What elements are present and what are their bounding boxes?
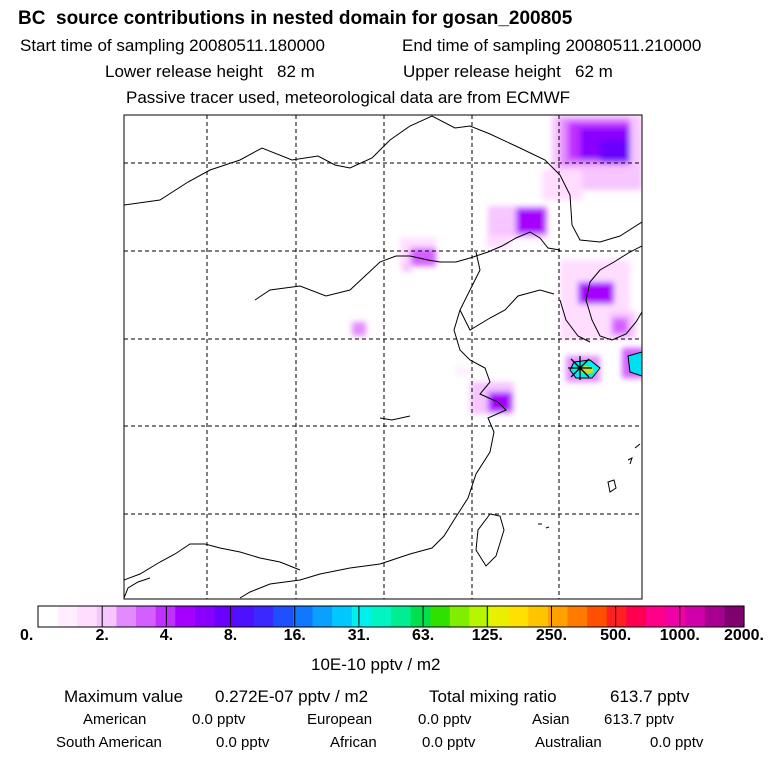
total-mixing-ratio-value: 613.7 pptv (610, 687, 690, 706)
colorbar-swatch (234, 606, 255, 627)
colorbar-tick-label: 250. (535, 627, 568, 644)
maximum-value-label: Maximum value (64, 687, 184, 706)
colorbar-tick-label: 500. (600, 627, 632, 644)
colorbar-swatch (155, 606, 176, 627)
colorbar-swatch (214, 606, 235, 627)
colorbar (38, 606, 745, 627)
colorbar-swatch (449, 606, 471, 627)
colorbar-swatch (351, 606, 372, 627)
colorbar-swatch (508, 606, 529, 627)
colorbar-swatch (371, 606, 392, 627)
colorbar-swatch (645, 606, 667, 627)
lower-release-height-label: Lower release height 82 m (105, 62, 315, 81)
colorbar-swatch (116, 606, 137, 627)
region-value-european: 0.0 pptv (418, 711, 472, 728)
colorbar-swatch (253, 606, 274, 627)
colorbar-tick-label: 31. (347, 627, 371, 644)
colorbar-swatch (332, 606, 353, 627)
colorbar-swatch (391, 606, 412, 627)
colorbar-tick-label: 125. (471, 627, 503, 644)
colorbar-swatch (489, 606, 510, 627)
region-value-african: 0.0 pptv (422, 734, 476, 751)
region-name-american: American (83, 711, 147, 728)
colorbar-tick-label: 16. (283, 627, 306, 644)
colorbar-tick-label: 0. (20, 627, 34, 644)
passive-tracer-label: Passive tracer used, meteorological data… (126, 88, 571, 107)
region-name-australian: Australian (535, 734, 602, 751)
colorbar-tick-label: 2. (95, 627, 109, 644)
upper-release-height-label: Upper release height 62 m (403, 62, 613, 81)
colorbar-swatch (175, 606, 196, 627)
start-time-label: Start time of sampling 20080511.180000 (20, 36, 325, 55)
colorbar-swatch (685, 606, 706, 627)
colorbar-swatch (38, 606, 59, 627)
region-value-australian: 0.0 pptv (650, 734, 704, 751)
end-time-label: End time of sampling 20080511.210000 (402, 36, 702, 55)
colorbar-swatch (528, 606, 549, 627)
colorbar-swatch (410, 606, 431, 627)
region-value-asian: 613.7 pptv (604, 711, 675, 728)
colorbar-swatch (665, 606, 686, 627)
colorbar-tick-label: 4. (159, 627, 174, 644)
plume-northeast (542, 115, 642, 200)
colorbar-swatch (96, 606, 118, 627)
lat-lon-grid (124, 115, 642, 599)
plume-shanghai (456, 366, 514, 414)
colorbar-swatch (547, 606, 569, 627)
colorbar-swatch (77, 606, 98, 627)
colorbar-swatch (57, 606, 78, 627)
region-name-south-american: South American (56, 734, 162, 751)
colorbar-tick-label: 2000. (723, 627, 764, 644)
concentration-field (352, 115, 642, 414)
colorbar-swatch (626, 606, 647, 627)
colorbar-swatch (587, 606, 608, 627)
plume-interior (352, 238, 436, 336)
colorbar-tick-label: 63. (411, 627, 435, 644)
colorbar-swatch (469, 606, 490, 627)
colorbar-swatch (292, 606, 314, 627)
colorbar-swatch (312, 606, 333, 627)
region-value-american: 0.0 pptv (192, 711, 246, 728)
colorbar-swatch (136, 606, 157, 627)
plot-frame (123, 114, 643, 600)
colorbar-unit-label: 10E-10 pptv / m2 (311, 655, 441, 674)
colorbar-swatch (704, 606, 725, 627)
colorbar-swatch (273, 606, 294, 627)
colorbar-frame (37, 605, 745, 628)
region-name-asian: Asian (532, 711, 570, 728)
colorbar-swatch (430, 606, 451, 627)
plume-korea (560, 260, 636, 340)
colorbar-swatch (724, 606, 745, 627)
maximum-value: 0.272E-07 pptv / m2 (215, 687, 369, 706)
region-value-south-american: 0.0 pptv (216, 734, 270, 751)
east-edge-cell (622, 348, 642, 378)
colorbar-tick-label: 1000. (659, 627, 700, 644)
colorbar-swatch (194, 606, 216, 627)
plume-bohai (486, 206, 548, 248)
region-name-african: African (330, 734, 377, 751)
colorbar-swatch (606, 606, 627, 627)
total-mixing-ratio-label: Total mixing ratio (429, 687, 557, 706)
colorbar-swatch (567, 606, 588, 627)
coastlines (124, 115, 642, 599)
region-name-european: European (307, 711, 373, 728)
receptor-marker (568, 356, 592, 380)
colorbar-tick-label: 8. (223, 627, 238, 644)
chart-title: BC source contributions in nested domain… (18, 8, 573, 29)
